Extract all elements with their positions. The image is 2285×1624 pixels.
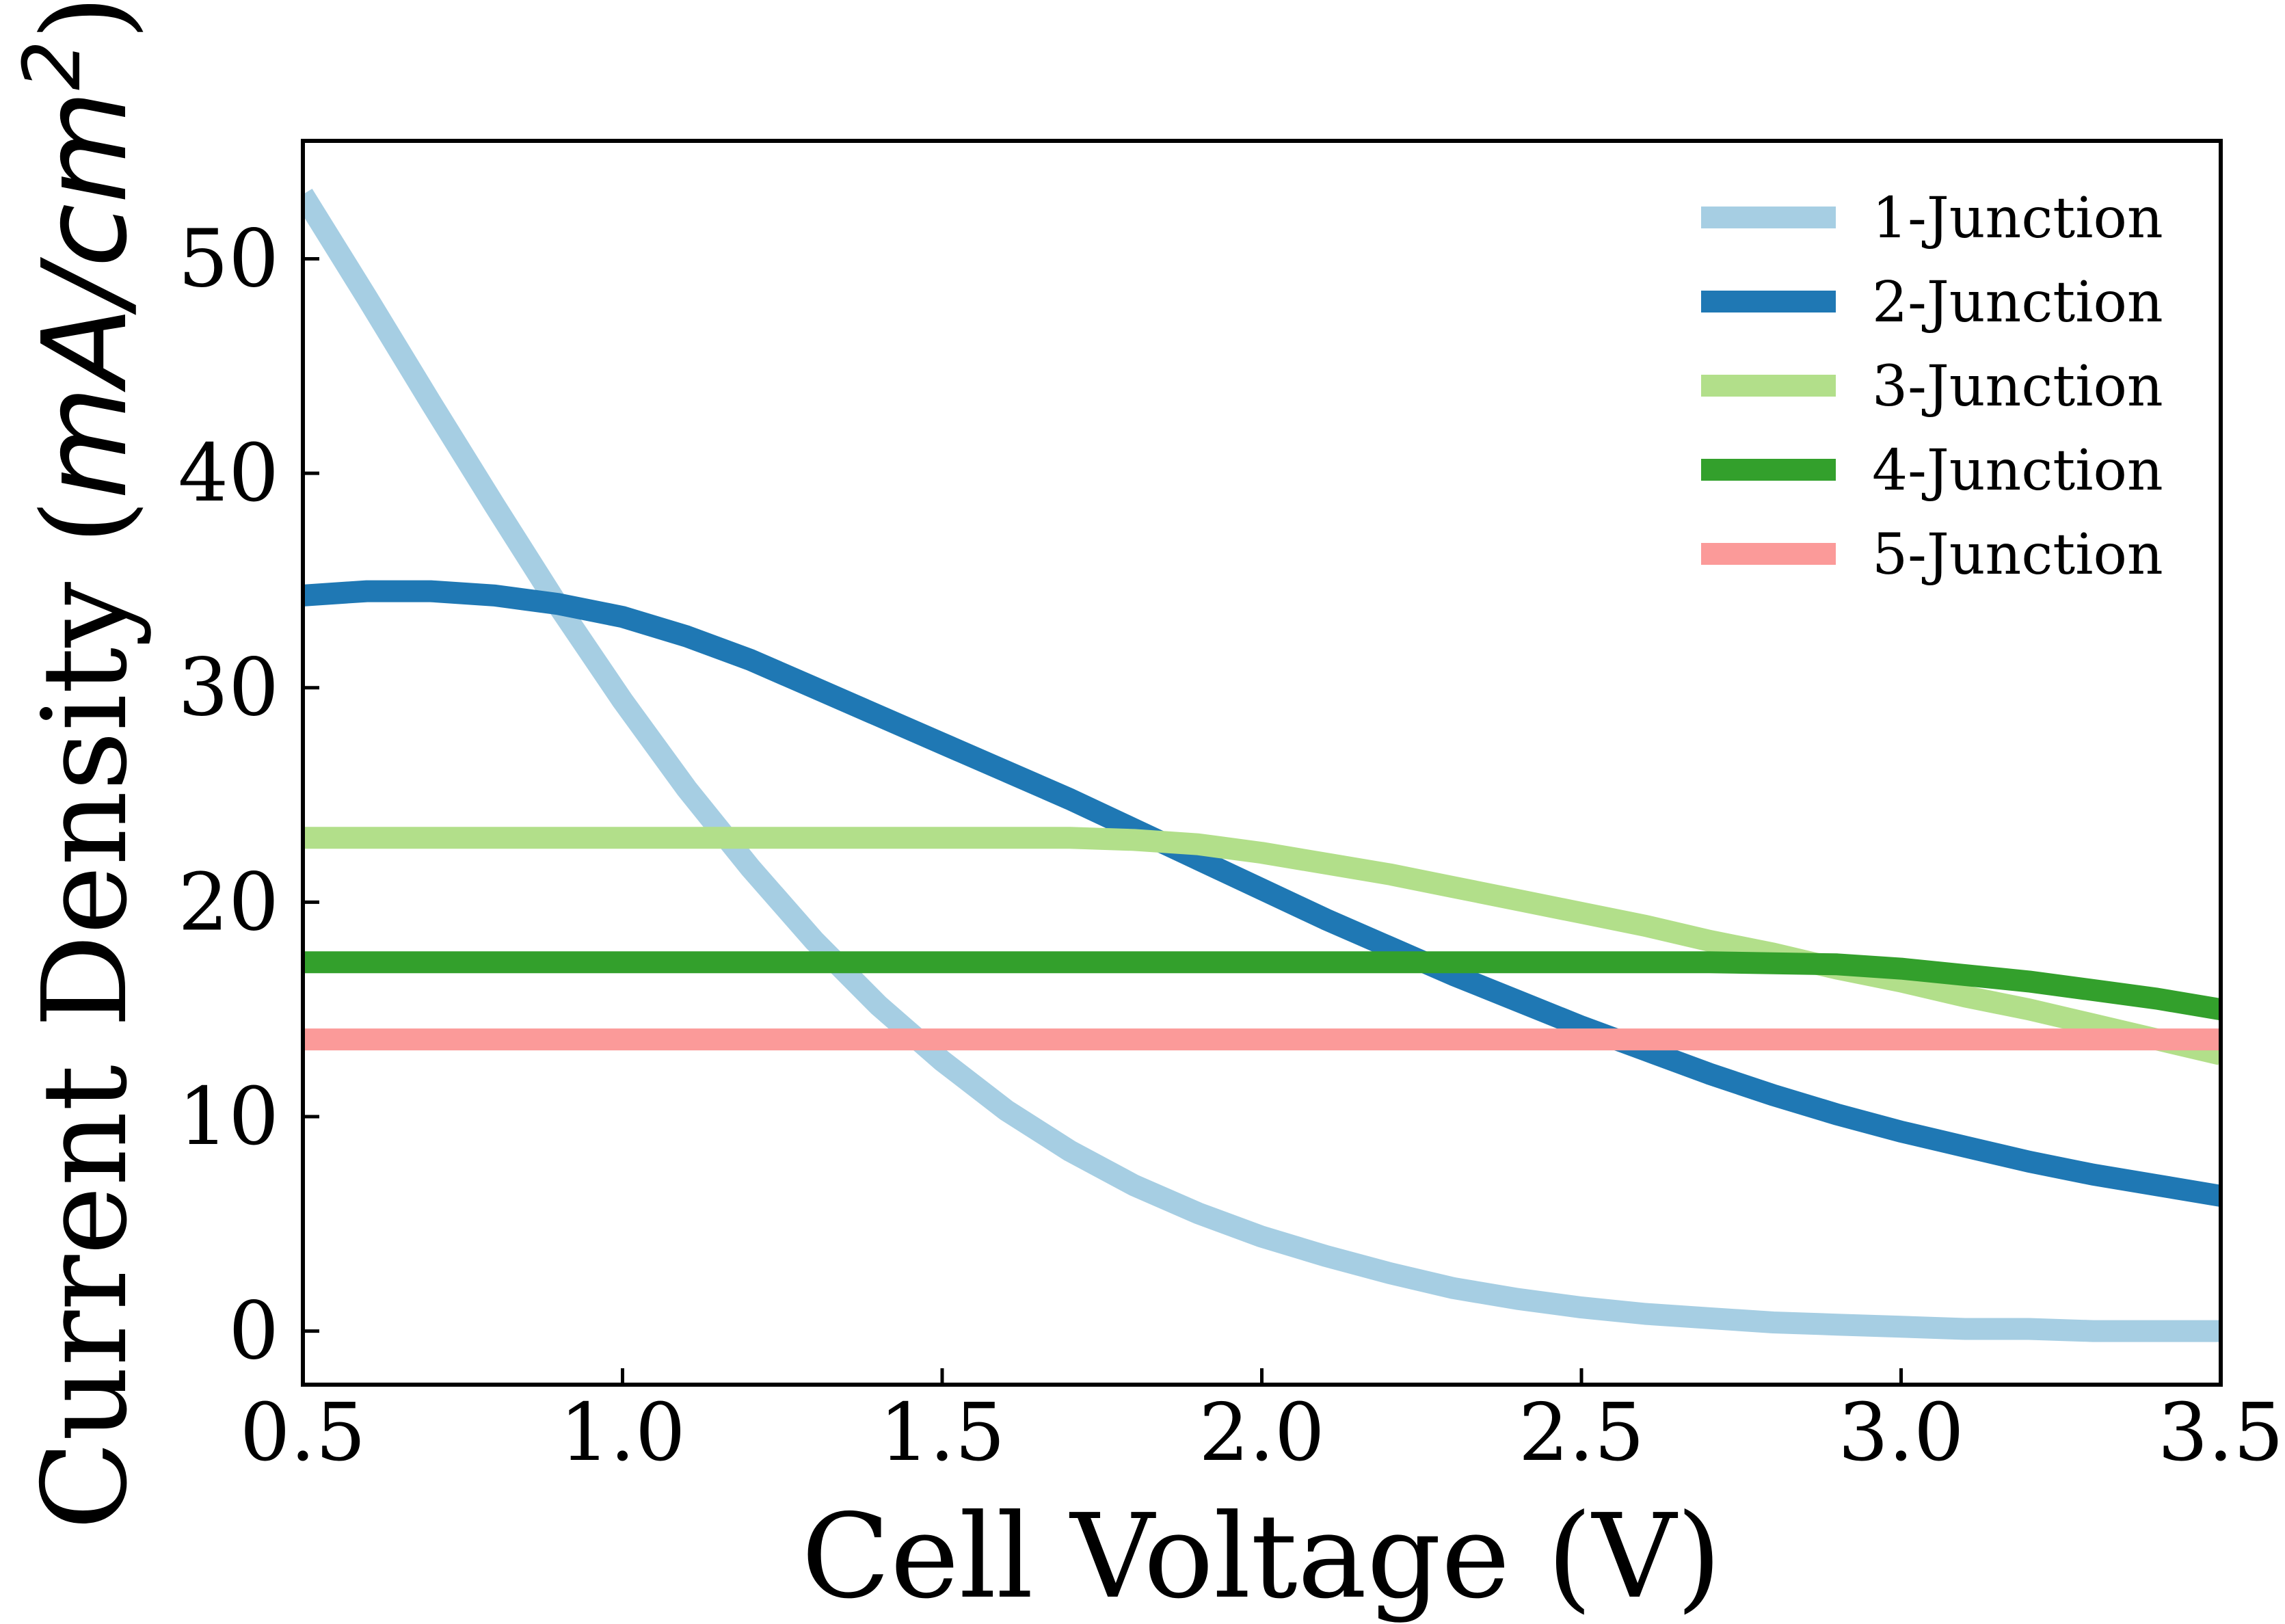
legend: 1-Junction 2-Junction 3-Junction 4-Junction… [1701,186,2163,587]
y-tick-label: 10 [178,1071,279,1163]
y-tick-label: 0 [228,1286,279,1378]
y-tick-label: 20 [178,856,279,948]
y-tick-label: 30 [178,642,279,734]
x-axis: 0.5 1.0 1.5 2.0 2.5 3.0 3.5 [240,1368,2284,1479]
x-tick-label: 3.5 [2158,1387,2284,1479]
series-line-4 [303,951,2221,1020]
legend-label-4: 4-Junction [1872,438,2163,503]
legend-label-2: 2-Junction [1872,270,2163,335]
y-axis-label: Current Density (mA/cm2) [7,0,153,1530]
legend-label-1: 1-Junction [1872,186,2163,251]
y-axis-label-prefix: Current Density ( [18,499,153,1530]
x-tick-label: 1.5 [879,1387,1005,1479]
series-line-1 [303,188,2221,1342]
y-axis: 0 10 20 30 40 50 [178,213,319,1378]
y-axis-label-unit: mA/cm [18,90,153,499]
series-line-2 [303,580,2221,1207]
x-tick-label: 1.0 [559,1387,685,1479]
x-tick-label: 0.5 [240,1387,366,1479]
y-axis-label-suffix: ) [18,0,153,40]
x-tick-label: 2.5 [1519,1387,1644,1479]
x-tick-label: 3.0 [1838,1387,1964,1479]
series-line-3 [303,827,2221,1065]
y-axis-label-exponent: 2 [7,40,98,90]
x-tick-label: 2.0 [1199,1387,1324,1479]
y-tick-label: 50 [178,213,279,305]
legend-label-3: 3-Junction [1872,354,2163,419]
y-tick-label: 40 [178,427,279,520]
series-layer [303,188,2221,1342]
x-axis-label: Cell Voltage (V) [801,1489,1722,1624]
legend-label-5: 5-Junction [1872,522,2163,587]
